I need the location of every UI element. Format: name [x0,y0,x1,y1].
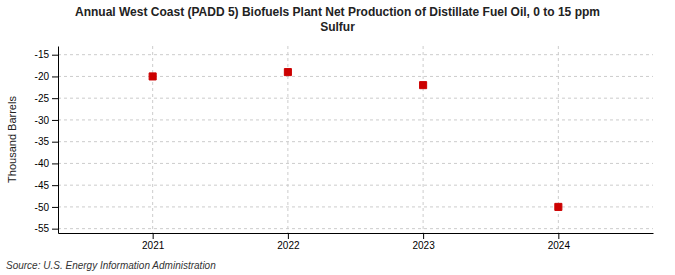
y-tick-mark [52,98,58,99]
y-tick-mark [52,142,58,143]
x-tick-label: 2023 [412,240,435,251]
x-axis: 2021 2022 2023 2024 [59,233,654,251]
grid-line-y [58,54,653,55]
x-tick: 2024 [548,233,571,251]
y-tick-mark [52,207,58,208]
point [420,82,427,89]
x-tick: 2023 [412,233,435,251]
y-tick-mark [52,120,58,121]
grid-line-y [58,141,653,142]
x-axis-line [59,233,654,234]
title-line: Annual West Coast (PADD 5) Biofuels Plan… [75,5,600,19]
point [149,73,156,80]
y-axis-line [58,47,59,234]
y-tick: -35 [35,136,58,147]
y-tick-label: -25 [35,93,50,104]
y-tick: -15 [35,49,58,60]
points [149,69,562,211]
grid-line-y [58,185,653,186]
y-tick-mark [52,163,58,164]
x-tick: 2022 [277,233,300,251]
y-tick: -50 [35,202,58,213]
y-tick-label: -20 [35,71,50,82]
x-tick-label: 2022 [277,240,300,251]
y-tick-mark [52,55,58,56]
y-tick-mark [52,76,58,77]
x-tick-mark [558,233,559,239]
y-tick-label: -35 [35,136,50,147]
x-tick-mark [288,233,289,239]
y-tick-label: -55 [35,223,50,234]
y-tick: -40 [35,158,58,169]
title-line: Sulfur [320,20,355,34]
title: Annual West Coast (PADD 5) Biofuels Plan… [75,5,600,34]
grid-line-y [58,76,653,77]
source: Source: U.S. Energy Information Administ… [6,260,216,271]
y-tick-label: -30 [35,115,50,126]
grid-line-y [58,119,653,120]
grid-line-y [58,163,653,164]
y-tick-mark [52,185,58,186]
point [555,203,562,210]
x-tick-mark [423,233,424,239]
y-axis-label: Thousand Barrels [6,96,18,183]
y-tick-label: -40 [35,158,50,169]
y-tick-mark [52,229,58,230]
y-tick: -55 [35,223,58,234]
x-tick: 2021 [142,233,165,251]
y-tick-label: -15 [35,49,50,60]
y-tick: -25 [35,93,58,104]
y-tick: -20 [35,71,58,82]
y-tick-label: -50 [35,202,50,213]
x-tick-mark [153,233,154,239]
chart: Annual West Coast (PADD 5) Biofuels Plan… [0,0,675,275]
y-tick: -45 [35,180,58,191]
x-tick-label: 2024 [548,240,571,251]
plot: 2021 2022 2023 2024 -15 -20 -25 -30 -35 -40 -45 -50… [35,46,654,251]
x-tick-label: 2021 [142,240,165,251]
y-tick: -30 [35,115,58,126]
grid [58,46,653,233]
grid-line-y [58,98,653,99]
grid-line-x [423,46,424,233]
y-axis: -15 -20 -25 -30 -35 -40 -45 -50 -55 [35,47,59,235]
y-tick-label: -45 [35,180,50,191]
point [284,69,291,76]
grid-line-y [58,228,653,229]
grid-line-y [58,206,653,207]
